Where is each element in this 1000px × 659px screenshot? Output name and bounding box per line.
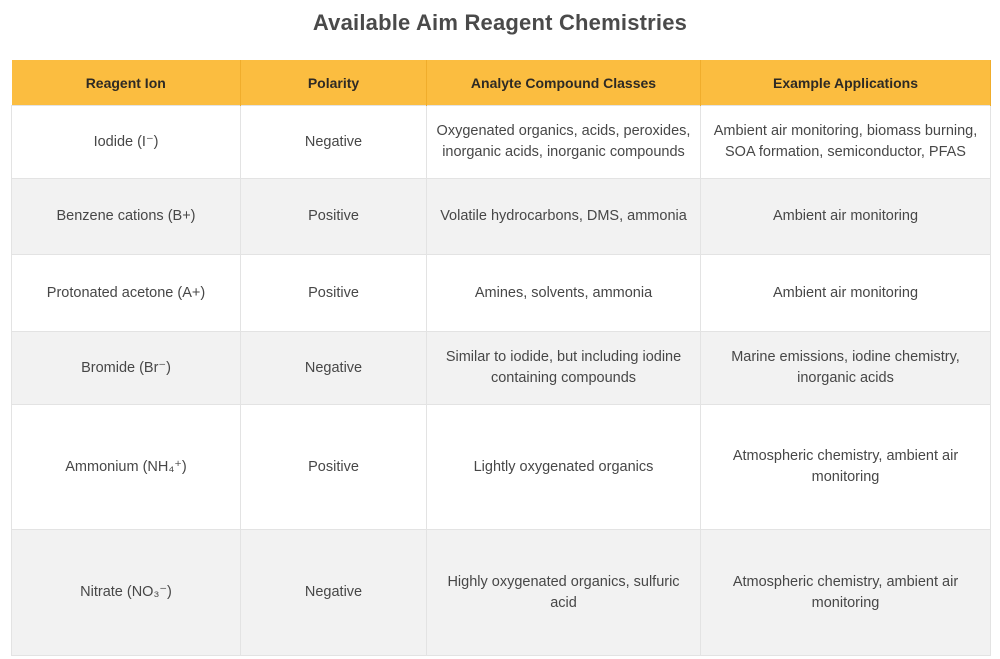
table-header-row: Reagent Ion Polarity Analyte Compound Cl… xyxy=(11,60,991,106)
table-row: Protonated acetone (A+) Positive Amines,… xyxy=(11,254,991,332)
page-title: Available Aim Reagent Chemistries xyxy=(312,10,688,35)
applications-cell: Atmospheric chemistry, ambient air monit… xyxy=(700,529,991,656)
table-row: Bromide (Br⁻) Negative Similar to iodide… xyxy=(11,331,991,405)
table-row: Benzene cations (B+) Positive Volatile h… xyxy=(11,178,991,255)
applications-cell: Marine emissions, iodine chemistry, inor… xyxy=(700,331,991,405)
table-row: Ammonium (NH₄⁺) Positive Lightly oxygena… xyxy=(11,404,991,530)
analytes-cell: Amines, solvents, ammonia xyxy=(426,254,701,332)
polarity-cell: Negative xyxy=(240,529,427,656)
reagent-ion-cell: Ammonium (NH₄⁺) xyxy=(11,404,241,530)
polarity-cell: Positive xyxy=(240,404,427,530)
applications-cell: Ambient air monitoring, biomass burning,… xyxy=(700,105,991,179)
header-analyte-classes: Analyte Compound Classes xyxy=(426,60,701,106)
reagent-ion-cell: Protonated acetone (A+) xyxy=(11,254,241,332)
applications-cell: Atmospheric chemistry, ambient air monit… xyxy=(700,404,991,530)
reagent-ion-cell: Iodide (I⁻) xyxy=(11,105,241,179)
reagent-ion-cell: Nitrate (NO₃⁻) xyxy=(11,529,241,656)
analytes-cell: Volatile hydrocarbons, DMS, ammonia xyxy=(426,178,701,255)
analytes-cell: Oxygenated organics, acids, peroxides, i… xyxy=(426,105,701,179)
table-row: Nitrate (NO₃⁻) Negative Highly oxygenate… xyxy=(11,529,991,656)
polarity-cell: Negative xyxy=(240,105,427,179)
header-polarity: Polarity xyxy=(240,60,427,106)
analytes-cell: Lightly oxygenated organics xyxy=(426,404,701,530)
reagent-table: Reagent Ion Polarity Analyte Compound Cl… xyxy=(11,60,991,656)
header-applications: Example Applications xyxy=(700,60,991,106)
analytes-cell: Highly oxygenated organics, sulfuric aci… xyxy=(426,529,701,656)
table-row: Iodide (I⁻) Negative Oxygenated organics… xyxy=(11,105,991,179)
header-reagent-ion: Reagent Ion xyxy=(11,60,241,106)
applications-cell: Ambient air monitoring xyxy=(700,178,991,255)
polarity-cell: Positive xyxy=(240,178,427,255)
reagent-ion-cell: Benzene cations (B+) xyxy=(11,178,241,255)
applications-cell: Ambient air monitoring xyxy=(700,254,991,332)
polarity-cell: Positive xyxy=(240,254,427,332)
reagent-ion-cell: Bromide (Br⁻) xyxy=(11,331,241,405)
polarity-cell: Negative xyxy=(240,331,427,405)
analytes-cell: Similar to iodide, but including iodine … xyxy=(426,331,701,405)
